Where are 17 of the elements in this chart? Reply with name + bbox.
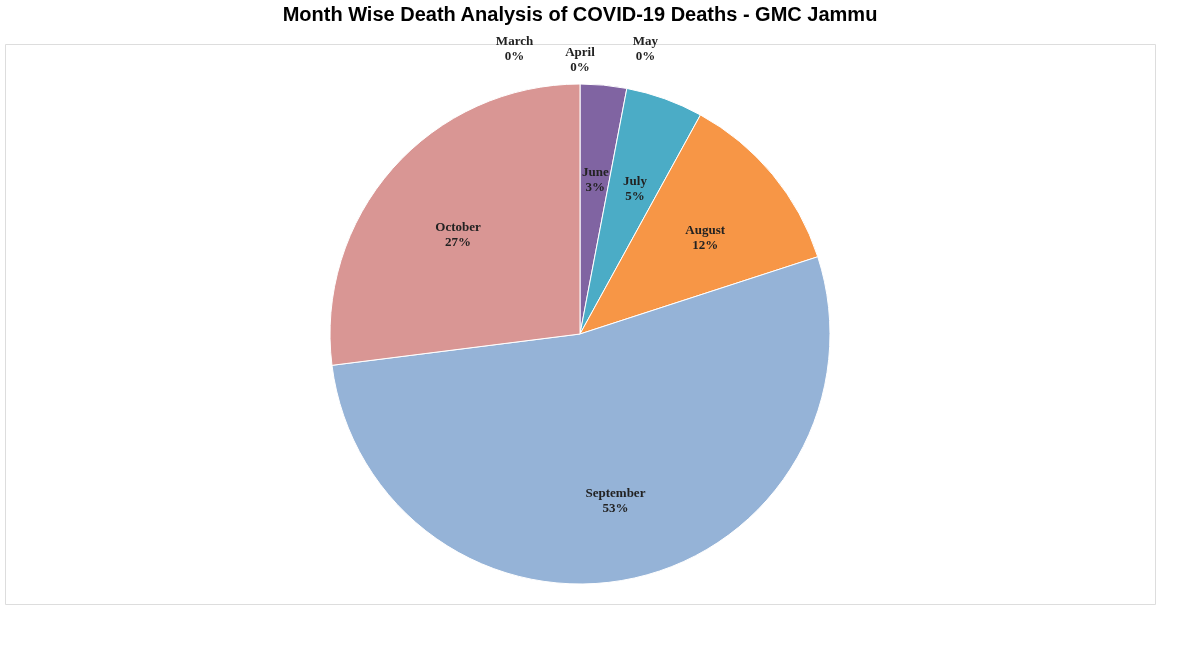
data-label: 5% bbox=[625, 188, 645, 204]
text: 0% bbox=[635, 48, 656, 64]
category-label: May bbox=[632, 33, 659, 49]
slice-label: October bbox=[435, 218, 482, 234]
category-label: April bbox=[565, 43, 595, 59]
data-label: 12% bbox=[692, 237, 719, 253]
slice-label: August bbox=[685, 222, 726, 238]
text: 0% bbox=[570, 58, 590, 74]
text: 0% bbox=[504, 48, 525, 64]
chart-title: Month Wise Death Analysis of COVID-19 Deaths - GMC Jammu bbox=[282, 3, 878, 26]
data-label: 53% bbox=[602, 499, 629, 515]
slice-label: June bbox=[581, 164, 609, 180]
category-label: March bbox=[495, 33, 534, 49]
data-label: 3% bbox=[585, 179, 606, 195]
slice-label: July bbox=[623, 173, 648, 189]
data-label: 27% bbox=[445, 233, 472, 249]
slice-label: September bbox=[585, 484, 646, 500]
